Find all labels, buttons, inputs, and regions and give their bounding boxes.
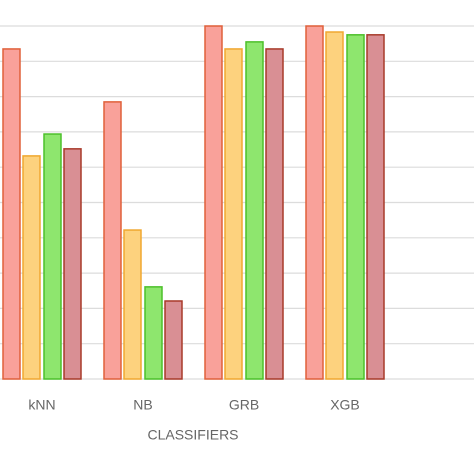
bar: [63, 148, 82, 380]
x-tick-label: GRB: [229, 397, 259, 413]
x-tick-label: XGB: [330, 397, 360, 413]
bar: [245, 41, 264, 380]
bar: [265, 48, 284, 380]
bar: [305, 25, 324, 380]
x-tick-label: NB: [133, 397, 152, 413]
bar: [325, 31, 344, 380]
bar: [43, 133, 62, 380]
bar: [123, 229, 142, 380]
bar: [224, 48, 243, 380]
bar: [22, 155, 41, 380]
bar: [144, 286, 163, 380]
bar: [164, 300, 183, 380]
bar: [346, 34, 365, 380]
bar: [366, 34, 385, 380]
bar: [103, 101, 122, 380]
x-axis-title: CLASSIFIERS: [147, 427, 238, 443]
bar: [2, 48, 21, 380]
x-tick-label: kNN: [28, 397, 55, 413]
bar: [204, 25, 223, 380]
